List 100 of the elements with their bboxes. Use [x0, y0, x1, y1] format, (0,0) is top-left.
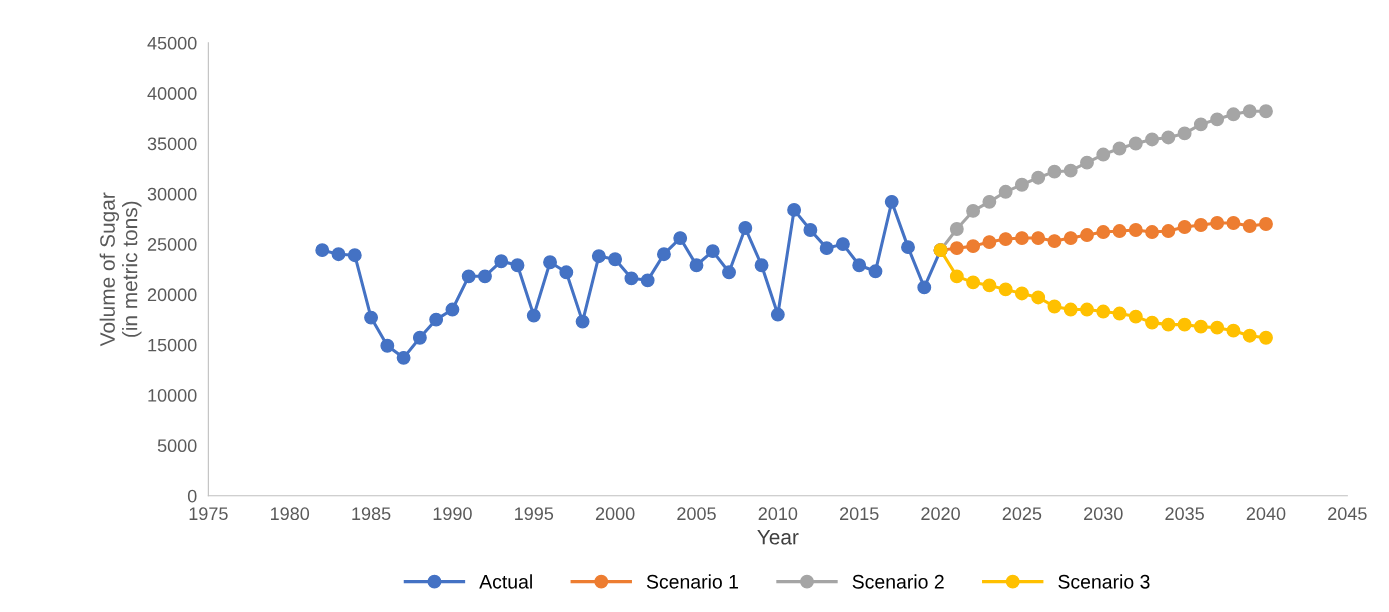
point	[1080, 155, 1094, 170]
point	[1112, 224, 1127, 238]
point	[510, 258, 525, 273]
point	[1242, 219, 1257, 233]
point	[949, 222, 964, 236]
point	[1063, 163, 1078, 178]
point	[949, 241, 964, 256]
point	[722, 265, 736, 280]
point	[966, 203, 981, 218]
point	[1161, 130, 1176, 145]
point	[868, 264, 883, 279]
point	[1080, 228, 1094, 243]
y-tick-label: 10000	[148, 389, 197, 402]
point	[1096, 225, 1111, 239]
point	[982, 278, 997, 293]
point	[364, 310, 379, 325]
point	[1226, 323, 1241, 338]
point	[478, 269, 492, 284]
x-tick-label: 2005	[677, 507, 716, 521]
x-tick-label: 1985	[352, 507, 391, 521]
point	[1112, 306, 1127, 321]
point	[884, 194, 899, 209]
point	[705, 244, 720, 259]
point	[803, 223, 818, 237]
point	[1128, 223, 1143, 237]
legend-label: Actual	[479, 574, 532, 589]
point	[624, 271, 639, 286]
point	[787, 202, 802, 217]
point	[1096, 147, 1111, 162]
point	[1031, 290, 1046, 305]
x-tick-label: 2025	[1002, 507, 1042, 521]
x-tick-label: 2045	[1328, 507, 1367, 521]
point	[1210, 320, 1225, 335]
x-tick-label: 2000	[595, 507, 635, 521]
point	[1014, 286, 1029, 301]
point	[835, 237, 850, 252]
point	[1259, 217, 1273, 231]
point	[1128, 309, 1143, 324]
point	[1259, 104, 1273, 119]
point	[347, 248, 362, 263]
point	[380, 338, 395, 353]
point	[608, 252, 623, 267]
point	[689, 258, 704, 273]
point	[1210, 216, 1225, 230]
point	[738, 221, 753, 235]
point	[770, 307, 785, 322]
point	[1047, 234, 1062, 249]
point	[998, 232, 1013, 247]
point	[1080, 302, 1094, 317]
point	[445, 302, 460, 317]
point	[1242, 104, 1257, 119]
y-tick-label: 45000	[147, 36, 197, 50]
point	[1177, 317, 1192, 332]
point	[982, 235, 997, 250]
point	[1161, 317, 1176, 332]
point	[526, 308, 541, 323]
point	[917, 280, 932, 295]
y-tick-label: 25000	[147, 238, 197, 251]
point	[1145, 315, 1160, 330]
point	[998, 184, 1013, 199]
point	[1177, 126, 1192, 141]
point	[1193, 319, 1208, 334]
x-tick-label: 2015	[840, 507, 879, 521]
point	[1177, 220, 1192, 234]
point	[1014, 231, 1029, 246]
x-tick-label: 2040	[1246, 507, 1286, 521]
y-tick-label: 0	[187, 489, 197, 503]
point	[1014, 177, 1029, 192]
point	[1063, 231, 1078, 246]
point	[656, 247, 671, 262]
point	[852, 258, 867, 273]
point	[1096, 304, 1111, 319]
x-tick-label: 1990	[433, 507, 472, 521]
point	[1259, 330, 1273, 345]
x-tick-label: 2035	[1165, 507, 1204, 521]
point	[1031, 170, 1046, 185]
point	[1193, 218, 1208, 232]
point	[396, 350, 411, 365]
x-tick-label: 1995	[515, 507, 554, 521]
x-tick-label: 1980	[271, 507, 310, 521]
point	[575, 314, 590, 329]
point	[331, 247, 346, 262]
point	[1031, 231, 1046, 246]
y-tick-label: 20000	[147, 288, 197, 302]
point	[461, 269, 476, 284]
point	[1112, 141, 1127, 156]
y-tick-label: 30000	[147, 187, 197, 201]
point	[1226, 107, 1241, 122]
point	[1128, 136, 1143, 151]
y-tick-label: 40000	[147, 87, 197, 100]
x-tick-label: 2030	[1084, 507, 1123, 521]
point	[1226, 216, 1241, 230]
legend-label: Scenario 1	[646, 574, 738, 589]
point	[998, 282, 1013, 297]
point	[1193, 117, 1208, 132]
point	[1145, 225, 1160, 239]
x-tick-label: 2020	[921, 507, 960, 521]
point	[901, 240, 915, 255]
point	[494, 254, 509, 269]
point	[673, 231, 688, 246]
